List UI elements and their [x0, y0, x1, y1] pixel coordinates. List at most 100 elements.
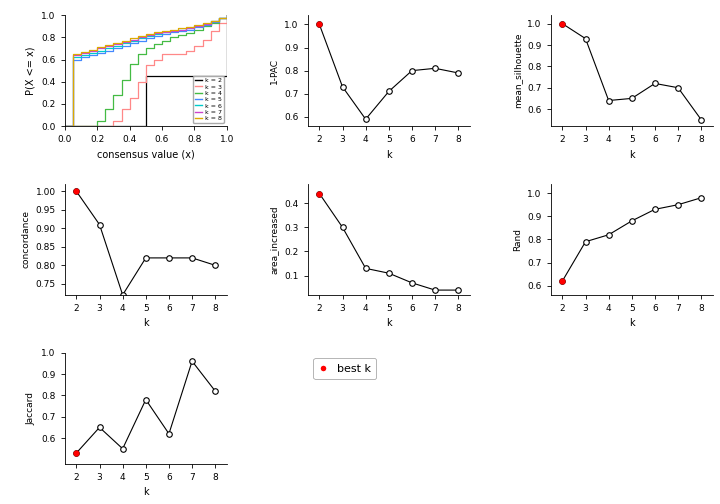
k = 8: [60, 123, 69, 129]
Y-axis label: area_increased: area_increased: [270, 205, 279, 274]
k = 3: [133, 79, 142, 85]
k = 4: [198, 23, 207, 29]
k = 8: [68, 51, 77, 57]
k = 4: [190, 27, 199, 33]
k = 6: [222, 12, 231, 18]
k = 7: [109, 41, 118, 47]
k = 8: [166, 27, 174, 33]
Y-axis label: P(X <= x): P(X <= x): [26, 46, 36, 95]
k = 2: [174, 73, 183, 79]
k = 3: [60, 123, 69, 129]
k = 2: [141, 73, 150, 79]
k = 7: [215, 16, 223, 22]
k = 3: [125, 95, 134, 101]
k = 7: [93, 45, 102, 51]
k = 5: [198, 22, 207, 28]
k = 4: [207, 20, 215, 26]
k = 5: [109, 45, 118, 51]
k = 4: [166, 34, 174, 40]
k = 6: [60, 123, 69, 129]
k = 8: [117, 38, 126, 44]
X-axis label: k: k: [386, 150, 392, 160]
k = 8: [133, 33, 142, 39]
k = 6: [68, 54, 77, 60]
k = 5: [222, 12, 231, 18]
Line: k = 5: k = 5: [65, 15, 227, 126]
k = 4: [85, 123, 94, 129]
k = 7: [182, 25, 191, 31]
k = 3: [198, 36, 207, 42]
k = 7: [68, 52, 77, 58]
k = 5: [93, 50, 102, 56]
k = 5: [158, 31, 166, 37]
k = 2: [76, 123, 86, 129]
k = 3: [222, 12, 231, 18]
k = 3: [215, 20, 223, 26]
k = 6: [150, 31, 158, 37]
k = 5: [215, 16, 223, 22]
k = 2: [190, 73, 199, 79]
Y-axis label: 1-PAC: 1-PAC: [270, 57, 279, 84]
k = 6: [101, 45, 109, 51]
k = 7: [150, 30, 158, 36]
k = 2: [150, 73, 158, 79]
k = 2: [109, 123, 118, 129]
k = 7: [76, 50, 86, 56]
k = 8: [158, 28, 166, 34]
k = 8: [207, 18, 215, 24]
k = 4: [93, 117, 102, 123]
k = 2: [222, 12, 231, 18]
Line: k = 8: k = 8: [65, 15, 227, 126]
k = 2: [166, 73, 174, 79]
k = 7: [133, 34, 142, 40]
k = 8: [93, 44, 102, 50]
k = 6: [174, 27, 183, 33]
k = 6: [109, 43, 118, 49]
k = 6: [166, 28, 174, 34]
k = 5: [133, 38, 142, 44]
X-axis label: k: k: [629, 150, 634, 160]
k = 7: [117, 39, 126, 45]
k = 6: [133, 35, 142, 41]
k = 6: [93, 47, 102, 53]
Y-axis label: mean_silhouette: mean_silhouette: [513, 33, 522, 108]
Y-axis label: concordance: concordance: [21, 210, 30, 269]
X-axis label: consensus value (x): consensus value (x): [97, 150, 194, 160]
k = 6: [117, 40, 126, 46]
k = 6: [85, 50, 94, 56]
k = 7: [166, 28, 174, 34]
k = 5: [174, 28, 183, 34]
k = 3: [166, 51, 174, 57]
k = 6: [182, 25, 191, 31]
k = 7: [125, 36, 134, 42]
k = 2: [125, 123, 134, 129]
k = 6: [141, 33, 150, 39]
k = 8: [150, 29, 158, 35]
k = 4: [125, 61, 134, 67]
k = 4: [117, 77, 126, 83]
k = 2: [117, 123, 126, 129]
k = 3: [207, 28, 215, 34]
k = 5: [150, 33, 158, 39]
Legend: best k: best k: [313, 358, 377, 380]
k = 4: [101, 106, 109, 112]
X-axis label: k: k: [386, 319, 392, 329]
k = 7: [101, 43, 109, 49]
Line: k = 6: k = 6: [65, 15, 227, 126]
k = 5: [141, 35, 150, 41]
Y-axis label: Rand: Rand: [513, 228, 522, 251]
Line: k = 3: k = 3: [65, 15, 227, 126]
k = 3: [182, 47, 191, 53]
k = 2: [101, 123, 109, 129]
k = 8: [109, 40, 118, 46]
k = 7: [207, 18, 215, 24]
k = 3: [101, 123, 109, 129]
k = 7: [174, 27, 183, 33]
k = 5: [68, 56, 77, 62]
X-axis label: k: k: [629, 319, 634, 329]
k = 4: [109, 92, 118, 98]
k = 7: [85, 47, 94, 53]
k = 4: [222, 12, 231, 18]
k = 2: [182, 73, 191, 79]
k = 7: [198, 21, 207, 27]
